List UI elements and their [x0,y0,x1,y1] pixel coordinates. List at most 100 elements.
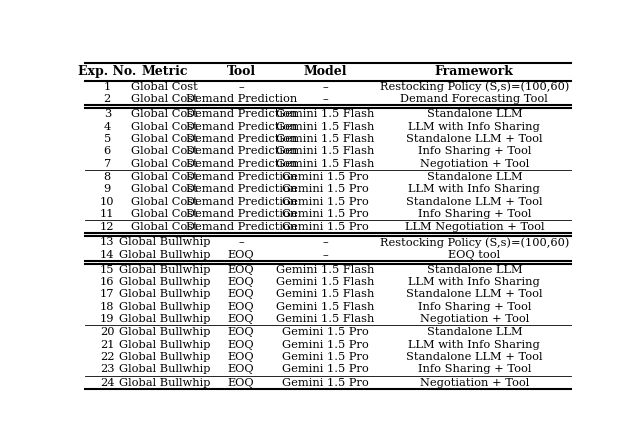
Text: 22: 22 [100,352,115,362]
Text: Global Bullwhip: Global Bullwhip [118,277,210,287]
Text: 13: 13 [100,238,115,247]
Text: Global Cost: Global Cost [131,222,198,232]
Text: 1: 1 [104,82,111,92]
Text: Global Cost: Global Cost [131,197,198,206]
Text: 15: 15 [100,265,115,275]
Text: Global Cost: Global Cost [131,184,198,194]
Text: Metric: Metric [141,65,188,78]
Text: Demand Prediction: Demand Prediction [186,222,297,232]
Text: Demand Prediction: Demand Prediction [186,159,297,169]
Text: Restocking Policy (S,s)=(100,60): Restocking Policy (S,s)=(100,60) [380,237,569,248]
Text: Gemini 1.5 Flash: Gemini 1.5 Flash [276,146,374,156]
Text: Standalone LLM + Tool: Standalone LLM + Tool [406,197,543,206]
Text: Global Cost: Global Cost [131,172,198,182]
Text: Gemini 1.5 Pro: Gemini 1.5 Pro [282,378,369,388]
Text: Gemini 1.5 Pro: Gemini 1.5 Pro [282,197,369,206]
Text: LLM with Info Sharing: LLM with Info Sharing [408,122,540,131]
Text: 17: 17 [100,289,115,299]
Text: EOQ: EOQ [228,328,255,337]
Text: Gemini 1.5 Flash: Gemini 1.5 Flash [276,289,374,299]
Text: Demand Prediction: Demand Prediction [186,122,297,131]
Text: Standalone LLM: Standalone LLM [426,265,522,275]
Text: 6: 6 [104,146,111,156]
Text: EOQ: EOQ [228,250,255,260]
Text: 20: 20 [100,328,115,337]
Text: Standalone LLM: Standalone LLM [426,328,522,337]
Text: Standalone LLM: Standalone LLM [426,109,522,119]
Text: Global Bullwhip: Global Bullwhip [118,265,210,275]
Text: Gemini 1.5 Pro: Gemini 1.5 Pro [282,184,369,194]
Text: Global Cost: Global Cost [131,146,198,156]
Text: Gemini 1.5 Flash: Gemini 1.5 Flash [276,109,374,119]
Text: Global Bullwhip: Global Bullwhip [118,365,210,374]
Text: Info Sharing + Tool: Info Sharing + Tool [418,302,531,312]
Text: –: – [323,82,328,92]
Text: Restocking Policy (S,s)=(100,60): Restocking Policy (S,s)=(100,60) [380,82,569,92]
Text: 5: 5 [104,134,111,144]
Text: 19: 19 [100,314,115,324]
Text: 7: 7 [104,159,111,169]
Text: –: – [323,238,328,247]
Text: Negotiation + Tool: Negotiation + Tool [420,378,529,388]
Text: –: – [323,94,328,104]
Text: EOQ: EOQ [228,365,255,374]
Text: LLM with Info Sharing: LLM with Info Sharing [408,340,540,350]
Text: Gemini 1.5 Flash: Gemini 1.5 Flash [276,134,374,144]
Text: EOQ: EOQ [228,265,255,275]
Text: Demand Prediction: Demand Prediction [186,209,297,219]
Text: Global Cost: Global Cost [131,159,198,169]
Text: Negotiation + Tool: Negotiation + Tool [420,159,529,169]
Text: LLM with Info Sharing: LLM with Info Sharing [408,184,540,194]
Text: –: – [238,238,244,247]
Text: 24: 24 [100,378,115,388]
Text: EOQ: EOQ [228,277,255,287]
Text: Global Bullwhip: Global Bullwhip [118,238,210,247]
Text: 12: 12 [100,222,115,232]
Text: 21: 21 [100,340,115,350]
Text: 16: 16 [100,277,115,287]
Text: EOQ tool: EOQ tool [448,250,500,260]
Text: Gemini 1.5 Flash: Gemini 1.5 Flash [276,314,374,324]
Text: Gemini 1.5 Flash: Gemini 1.5 Flash [276,277,374,287]
Text: Global Bullwhip: Global Bullwhip [118,352,210,362]
Text: EOQ: EOQ [228,378,255,388]
Text: EOQ: EOQ [228,289,255,299]
Text: Info Sharing + Tool: Info Sharing + Tool [418,146,531,156]
Text: Info Sharing + Tool: Info Sharing + Tool [418,365,531,374]
Text: Demand Prediction: Demand Prediction [186,197,297,206]
Text: Exp. No.: Exp. No. [78,65,136,78]
Text: 2: 2 [104,94,111,104]
Text: Global Bullwhip: Global Bullwhip [118,302,210,312]
Text: Gemini 1.5 Flash: Gemini 1.5 Flash [276,302,374,312]
Text: 8: 8 [104,172,111,182]
Text: Gemini 1.5 Pro: Gemini 1.5 Pro [282,352,369,362]
Text: Framework: Framework [435,65,514,78]
Text: EOQ: EOQ [228,340,255,350]
Text: 9: 9 [104,184,111,194]
Text: Demand Prediction: Demand Prediction [186,134,297,144]
Text: EOQ: EOQ [228,314,255,324]
Text: Standalone LLM + Tool: Standalone LLM + Tool [406,134,543,144]
Text: Demand Prediction: Demand Prediction [186,94,297,104]
Text: LLM with Info Sharing: LLM with Info Sharing [408,277,540,287]
Text: Model: Model [304,65,348,78]
Text: Standalone LLM + Tool: Standalone LLM + Tool [406,289,543,299]
Text: Global Cost: Global Cost [131,134,198,144]
Text: Demand Prediction: Demand Prediction [186,184,297,194]
Text: Gemini 1.5 Pro: Gemini 1.5 Pro [282,209,369,219]
Text: Info Sharing + Tool: Info Sharing + Tool [418,209,531,219]
Text: Gemini 1.5 Pro: Gemini 1.5 Pro [282,222,369,232]
Text: EOQ: EOQ [228,352,255,362]
Text: 3: 3 [104,109,111,119]
Text: Negotiation + Tool: Negotiation + Tool [420,314,529,324]
Text: Global Bullwhip: Global Bullwhip [118,328,210,337]
Text: Gemini 1.5 Flash: Gemini 1.5 Flash [276,122,374,131]
Text: Global Cost: Global Cost [131,109,198,119]
Text: 18: 18 [100,302,115,312]
Text: 11: 11 [100,209,115,219]
Text: Global Cost: Global Cost [131,82,198,92]
Text: Gemini 1.5 Pro: Gemini 1.5 Pro [282,340,369,350]
Text: Demand Forecasting Tool: Demand Forecasting Tool [401,94,548,104]
Text: 10: 10 [100,197,115,206]
Text: –: – [238,82,244,92]
